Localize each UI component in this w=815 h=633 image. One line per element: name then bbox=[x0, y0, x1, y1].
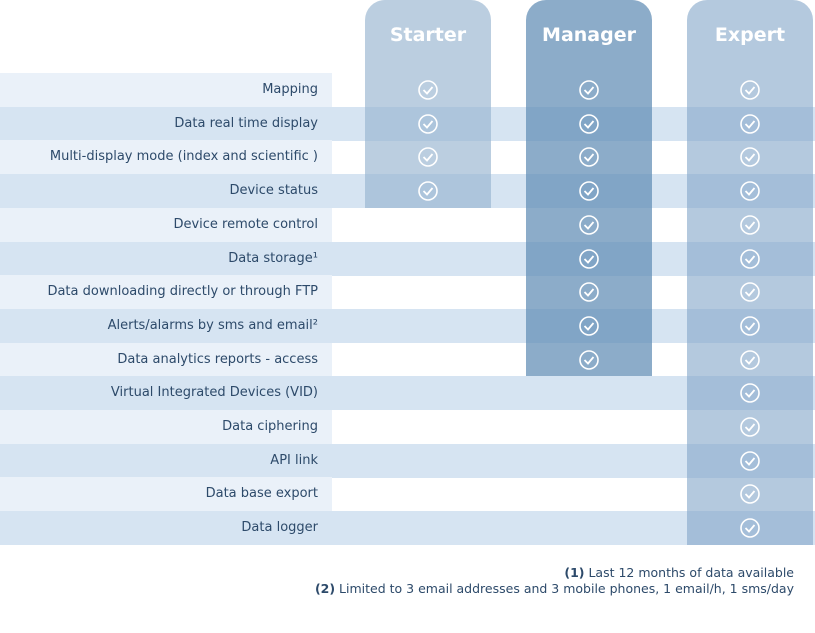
footnote-text: Last 12 months of data available bbox=[588, 565, 794, 580]
check-icon bbox=[740, 349, 760, 370]
check-icon bbox=[740, 248, 760, 269]
check-icon bbox=[740, 316, 760, 336]
tier-name: Expert bbox=[714, 24, 786, 46]
check-icon bbox=[740, 484, 760, 505]
feature-label: Data logger bbox=[241, 520, 318, 536]
check-icon bbox=[579, 147, 599, 168]
tier-column bbox=[365, 0, 491, 208]
check-icon bbox=[740, 147, 760, 168]
row-band bbox=[0, 207, 332, 242]
check-icon bbox=[418, 80, 438, 100]
row-band bbox=[0, 376, 815, 411]
footnote-marker: (2) bbox=[314, 581, 336, 596]
tier-name: Starter bbox=[389, 24, 467, 46]
footnote-marker: (1) bbox=[564, 565, 585, 580]
check-icon bbox=[579, 214, 599, 235]
feature-label: Device remote control bbox=[173, 216, 318, 232]
feature-label: Data base export bbox=[205, 486, 318, 502]
footnote-text: Limited to 3 email addresses and 3 mobil… bbox=[339, 581, 794, 596]
feature-label: API link bbox=[270, 452, 318, 468]
row-band bbox=[0, 410, 332, 444]
check-icon bbox=[740, 450, 760, 471]
check-icon bbox=[740, 282, 760, 302]
row-band bbox=[0, 477, 332, 512]
feature-label: Alerts/alarms by sms and email² bbox=[107, 317, 318, 333]
check-icon bbox=[579, 113, 599, 134]
check-icon bbox=[740, 214, 760, 235]
row-band bbox=[0, 73, 332, 107]
feature-label: Virtual Integrated Devices (VID) bbox=[110, 385, 318, 401]
tier-column bbox=[526, 0, 652, 377]
feature-label: Data real time display bbox=[174, 115, 318, 131]
tier-name: Manager bbox=[542, 24, 636, 46]
row-band bbox=[0, 308, 815, 343]
check-icon bbox=[740, 417, 760, 437]
tier-column bbox=[687, 0, 813, 545]
row-band bbox=[0, 443, 815, 478]
check-icon bbox=[740, 80, 760, 100]
feature-label: Device status bbox=[229, 183, 318, 199]
feature-label: Multi-display mode (index and scientific… bbox=[49, 149, 318, 165]
check-icon bbox=[579, 349, 599, 370]
footnotes: (1) Last 12 months of data available (2) … bbox=[315, 565, 794, 597]
row-band bbox=[0, 511, 815, 546]
check-icon bbox=[579, 80, 599, 100]
footnote: (2) Limited to 3 email addresses and 3 m… bbox=[315, 581, 794, 597]
check-icon bbox=[740, 518, 760, 538]
feature-label: Data analytics reports - access bbox=[117, 351, 318, 367]
check-icon bbox=[579, 248, 599, 269]
feature-label: Data ciphering bbox=[222, 419, 318, 434]
check-icon bbox=[579, 316, 599, 336]
row-band bbox=[0, 140, 332, 175]
check-icon bbox=[740, 113, 760, 134]
row-band bbox=[0, 275, 332, 310]
feature-label: Data downloading directly or through FTP bbox=[47, 284, 318, 300]
row-band bbox=[0, 241, 815, 276]
check-icon bbox=[579, 181, 599, 201]
check-icon bbox=[579, 282, 599, 302]
check-icon bbox=[418, 147, 438, 168]
feature-label: Data storage¹ bbox=[228, 250, 318, 266]
feature-label: Mapping bbox=[262, 82, 318, 97]
check-icon bbox=[418, 181, 438, 201]
check-icon bbox=[418, 113, 438, 134]
check-icon bbox=[740, 181, 760, 201]
check-icon bbox=[740, 383, 760, 404]
footnote: (1) Last 12 months of data available bbox=[315, 565, 794, 581]
row-band bbox=[0, 342, 332, 377]
